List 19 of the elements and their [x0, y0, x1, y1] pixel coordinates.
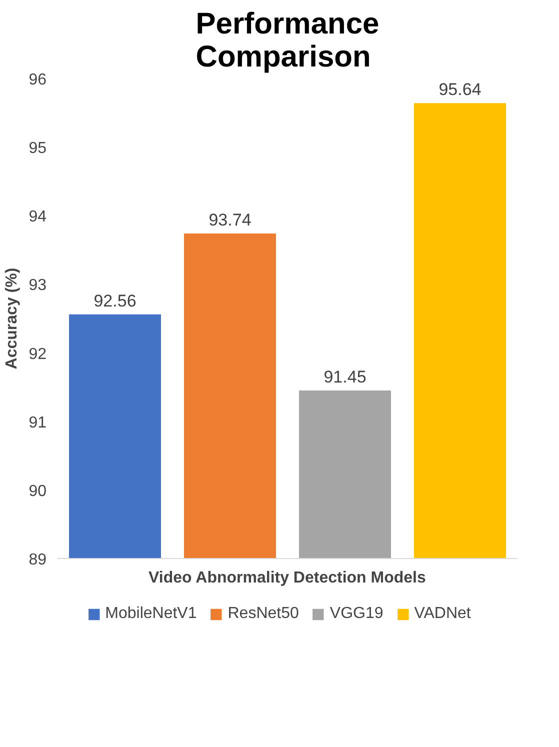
legend-label: ResNet50 [228, 605, 299, 623]
legend-label: VGG19 [330, 605, 384, 623]
y-tick-label: 96 [28, 72, 47, 88]
y-tick-label: 94 [28, 208, 47, 226]
y-tick-label: 95 [28, 140, 47, 158]
y-tick-label: 89 [28, 552, 47, 568]
data-label: 91.45 [324, 368, 366, 386]
y-tick-label: 92 [28, 346, 47, 363]
y-tick-label: 91 [28, 414, 47, 432]
data-label: 92.56 [94, 291, 136, 310]
legend-label: MobileNetV1 [105, 605, 197, 623]
y-tick-label: 90 [28, 482, 47, 500]
y-tick-label: 93 [28, 277, 47, 294]
data-label: 93.74 [208, 210, 252, 230]
y-axis-title: Accuracy (%) [4, 268, 21, 370]
legend-label: VADNet [414, 605, 471, 623]
data-label: 95.64 [438, 80, 482, 100]
x-axis-title: Video Abnormality Detection Models [148, 570, 426, 586]
chart-title: Performance Comparison [196, 8, 380, 74]
